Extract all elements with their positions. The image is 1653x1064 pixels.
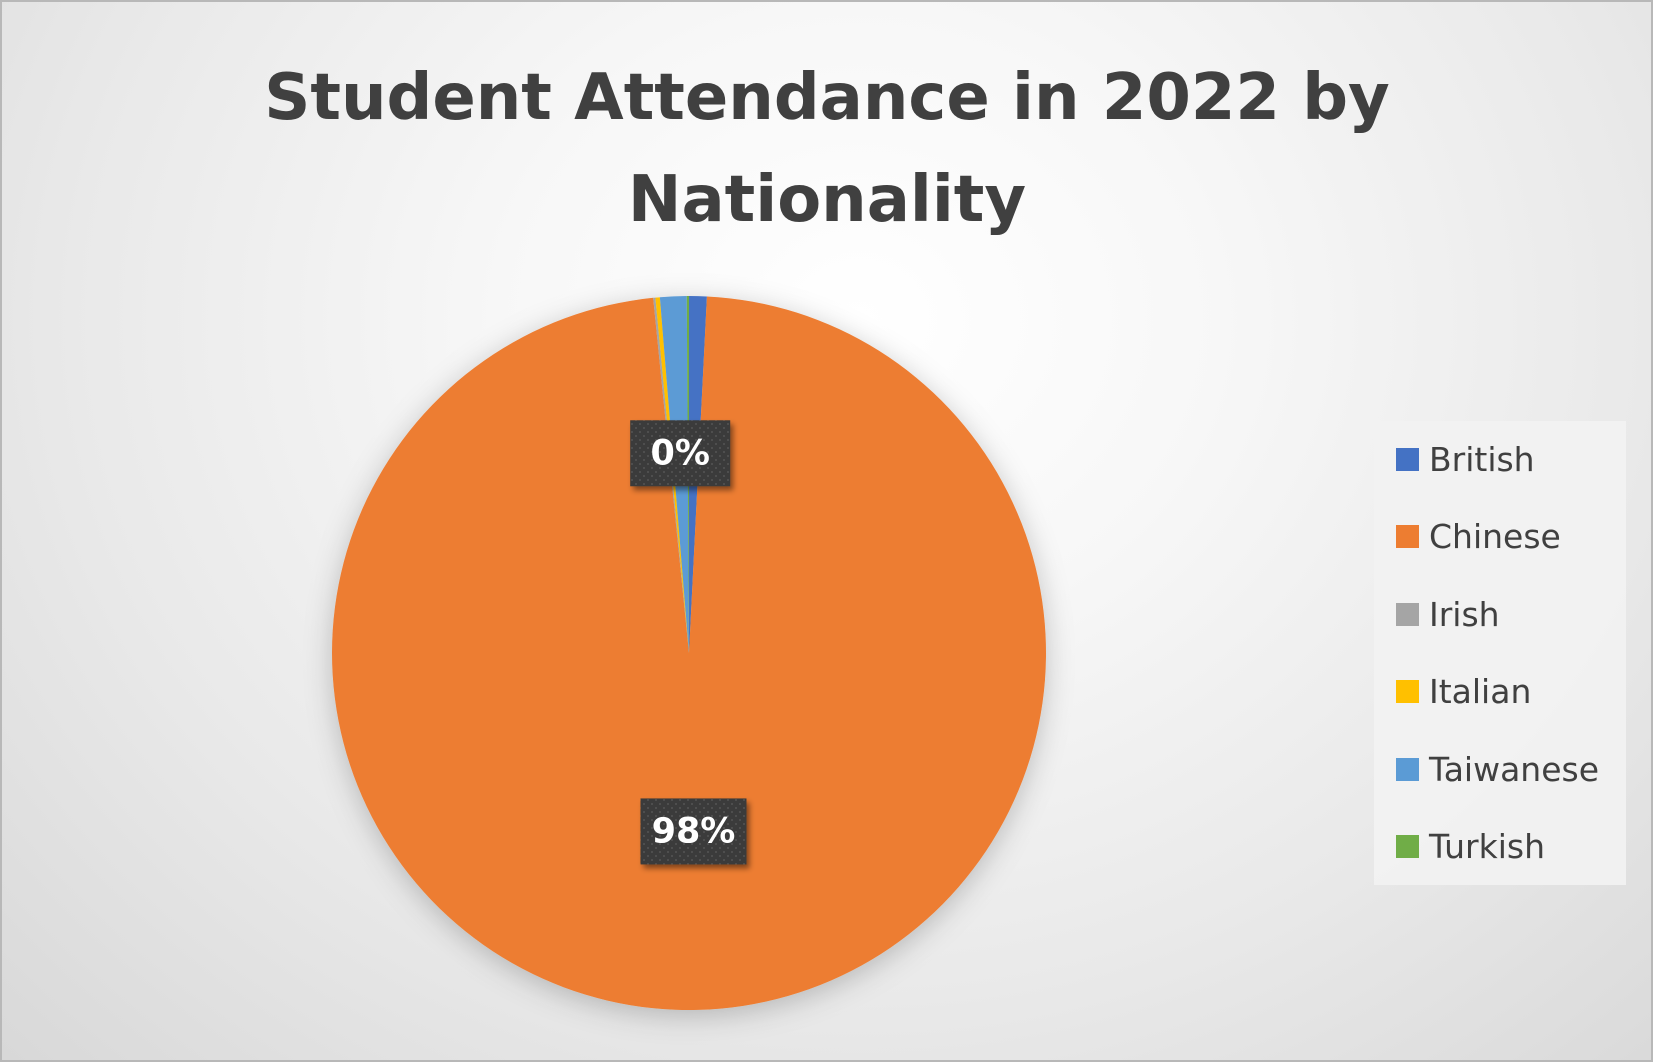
legend-item-chinese: Chinese	[1396, 517, 1561, 557]
legend-swatch	[1396, 525, 1419, 548]
legend-label: Turkish	[1429, 827, 1546, 866]
legend-item-irish: Irish	[1396, 594, 1500, 634]
legend-label: Irish	[1429, 594, 1500, 634]
legend-swatch	[1396, 757, 1419, 781]
pie-data-labels: 0% 98%	[630, 420, 747, 865]
data-label-text: 0%	[650, 433, 709, 473]
legend-swatch	[1396, 835, 1419, 858]
pie-slice-chinese	[332, 296, 1047, 1010]
data-label-text: 98%	[652, 811, 736, 851]
legend-label: British	[1429, 439, 1535, 479]
legend: British Chinese Irish Italian Taiwanese Turki…	[1374, 421, 1626, 885]
pie-slices	[332, 296, 1047, 1010]
legend-swatch	[1396, 447, 1419, 471]
legend-swatch	[1396, 602, 1419, 626]
legend-label: Italian	[1429, 672, 1532, 711]
legend-item-turkish: Turkish	[1396, 827, 1545, 867]
legend-item-british: British	[1396, 439, 1535, 479]
chart-title: Student Attendance in 2022 by Nationalit…	[264, 61, 1390, 237]
legend-item-taiwanese: Taiwanese	[1396, 749, 1599, 789]
data-label-box	[640, 798, 747, 865]
pie-slice-turkish	[686, 296, 689, 653]
data-label-chinese: 98%	[640, 798, 747, 865]
legend-label: Taiwanese	[1429, 749, 1600, 789]
legend-item-italian: Italian	[1396, 672, 1531, 712]
legend-label: Chinese	[1429, 517, 1561, 556]
data-label-taiwanese: 0%	[630, 420, 731, 487]
data-label-box	[630, 420, 731, 487]
legend-swatch	[1396, 680, 1419, 703]
